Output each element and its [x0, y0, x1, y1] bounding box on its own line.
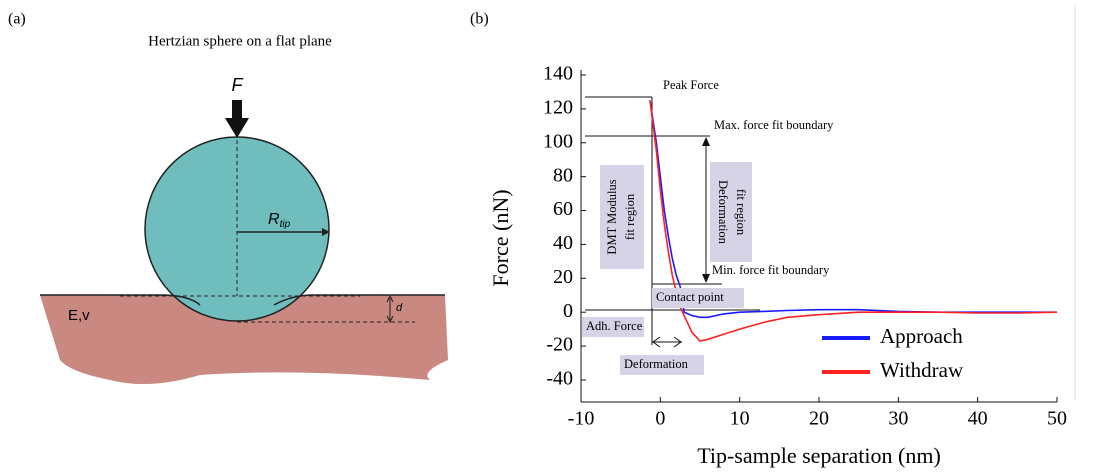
x-tick-label: -10 — [568, 408, 595, 430]
annotation: fit region — [623, 193, 637, 240]
legend-label: Approach — [880, 324, 963, 348]
annotation: Min. force fit boundary — [712, 263, 830, 277]
x-tick-label: 0 — [655, 408, 665, 430]
y-tick-label: -40 — [546, 368, 573, 390]
y-tick-label: 140 — [543, 63, 573, 85]
diagram-title: Hertzian sphere on a flat plane — [148, 33, 332, 49]
annotation: fit region — [734, 189, 748, 236]
annotation: Deformation — [716, 180, 730, 245]
annotation: Contact point — [656, 290, 724, 304]
panel-label: (a) — [8, 11, 26, 28]
annotation: DMT Modulus — [605, 179, 619, 254]
y-tick-label: 120 — [543, 96, 573, 118]
y-tick-label: 60 — [553, 198, 573, 220]
x-tick-label: 40 — [968, 408, 988, 430]
x-tick-label: 50 — [1047, 408, 1067, 430]
material-label: E,v — [68, 307, 90, 324]
y-tick-label: -20 — [546, 334, 573, 356]
y-tick-label: 40 — [553, 232, 573, 254]
y-tick-label: 0 — [563, 300, 573, 322]
x-tick-label: 10 — [730, 408, 750, 430]
y-tick-label: 20 — [553, 266, 573, 288]
depth-label: d — [396, 302, 403, 314]
legend-label: Withdraw — [880, 358, 964, 382]
annotation: Peak Force — [663, 78, 719, 92]
radius-subscript: tip — [280, 219, 291, 230]
y-tick-label: 100 — [543, 130, 573, 152]
annotation: Deformation — [624, 357, 689, 371]
force-arrow — [225, 100, 249, 138]
force-label: F — [232, 75, 244, 95]
x-tick-label: 30 — [888, 408, 908, 430]
radius-symbol: R — [268, 211, 280, 228]
panel-label: (b) — [470, 11, 489, 28]
annotation: Adh. Force — [586, 319, 643, 333]
x-axis-label: Tip-sample separation (nm) — [697, 443, 941, 468]
x-tick-label: 20 — [809, 408, 829, 430]
annotation: Max. force fit boundary — [714, 118, 834, 132]
y-tick-label: 80 — [553, 164, 573, 186]
panel-a: (a) Hertzian sphere on a flat plane F Rt… — [8, 11, 448, 384]
figure: (a) Hertzian sphere on a flat plane F Rt… — [0, 0, 1093, 475]
y-axis-label: Force (nN) — [488, 189, 513, 286]
